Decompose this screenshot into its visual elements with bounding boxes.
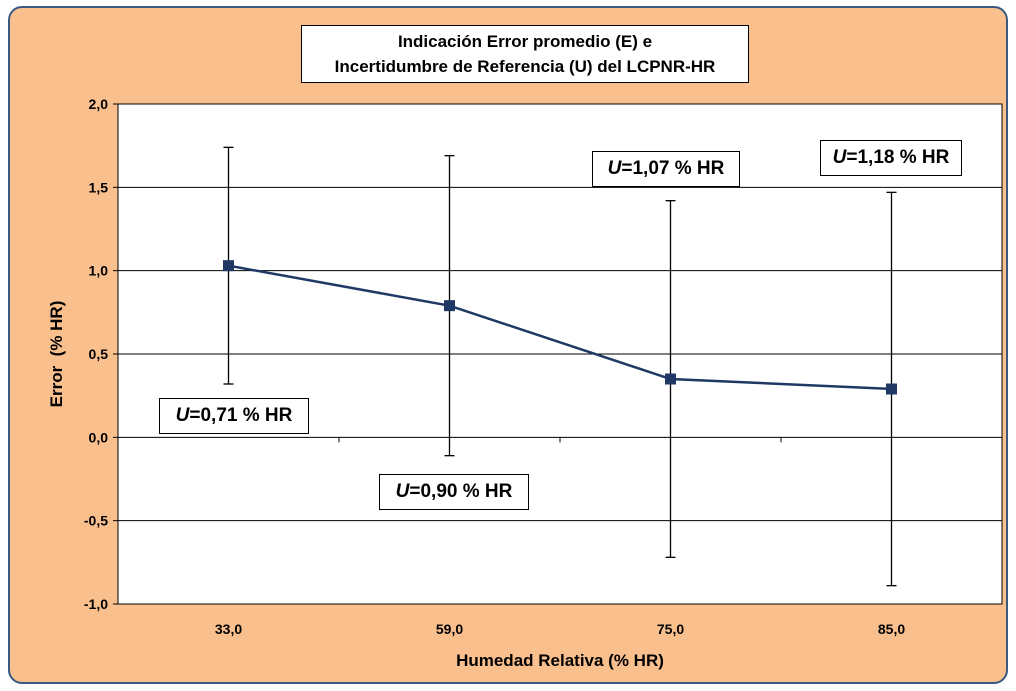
x-tick-label: 33,0 bbox=[215, 621, 242, 637]
chart-title-line-2: Incertidumbre de Referencia (U) del LCPN… bbox=[334, 57, 716, 76]
y-axis-title: Error (% HR) bbox=[47, 301, 66, 408]
uncertainty-label-33: U =0,71 % HR bbox=[159, 398, 309, 434]
chart-frame: -1,0 -0,5 0,0 0,5 1,0 1,5 2,0 33,0 59,0 75,0 85,0 H… bbox=[8, 6, 1008, 684]
data-point bbox=[665, 373, 676, 385]
x-tick-label: 75,0 bbox=[657, 621, 684, 637]
x-axis-title: Humedad Relativa (% HR) bbox=[456, 651, 664, 670]
uncertainty-value: =0,71 % HR bbox=[189, 405, 293, 426]
uncertainty-symbol: U bbox=[832, 147, 847, 168]
data-point bbox=[223, 260, 234, 272]
uncertainty-value: =0,90 % HR bbox=[409, 481, 513, 502]
uncertainty-value: =1,18 % HR bbox=[846, 147, 950, 168]
y-tick-label: -1,0 bbox=[84, 596, 108, 612]
y-tick-label: 0,5 bbox=[89, 346, 109, 362]
chart-title-line-1: Indicación Error promedio (E) e bbox=[397, 32, 653, 51]
y-tick-label: 1,0 bbox=[89, 263, 109, 279]
uncertainty-symbol: U bbox=[175, 405, 190, 426]
uncertainty-symbol: U bbox=[395, 481, 410, 502]
uncertainty-value: =1,07 % HR bbox=[621, 158, 725, 179]
uncertainty-label-85: U =1,18 % HR bbox=[820, 140, 962, 176]
data-point bbox=[444, 300, 455, 312]
y-tick-label: 2,0 bbox=[89, 96, 109, 112]
y-tick-label: -0,5 bbox=[84, 513, 108, 529]
uncertainty-label-59: U =0,90 % HR bbox=[379, 474, 529, 510]
y-tick-label: 1,5 bbox=[89, 179, 109, 195]
chart-title: Indicación Error promedio (E) e Incertid… bbox=[301, 25, 749, 83]
y-tick-label: 0,0 bbox=[89, 429, 109, 445]
uncertainty-symbol: U bbox=[607, 158, 622, 179]
x-tick-label: 59,0 bbox=[436, 621, 463, 637]
x-tick-label: 85,0 bbox=[878, 621, 905, 637]
chart-svg: -1,0 -0,5 0,0 0,5 1,0 1,5 2,0 33,0 59,0 75,0 85,0 H… bbox=[47, 96, 1003, 670]
data-point bbox=[886, 383, 897, 395]
series-line bbox=[228, 264, 892, 391]
uncertainty-label-75: U =1,07 % HR bbox=[592, 151, 740, 187]
